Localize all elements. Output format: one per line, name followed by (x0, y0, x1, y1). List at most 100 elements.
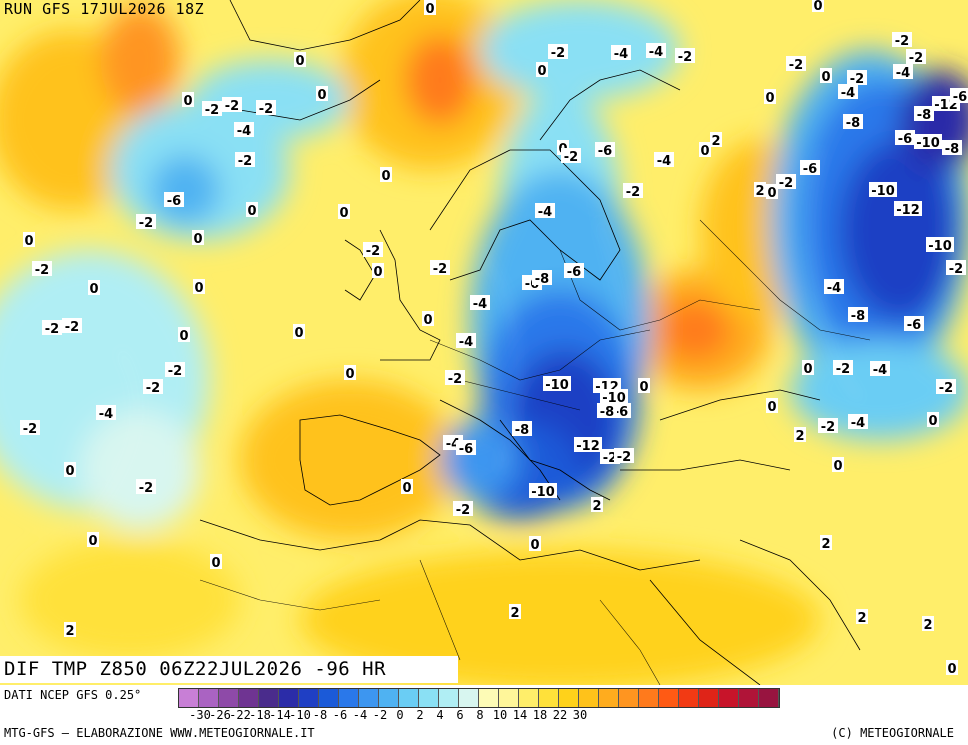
anomaly-value-label: -8 (942, 140, 962, 157)
anomaly-value-label: 0 (193, 279, 205, 296)
anomaly-value-label: -8 (532, 270, 552, 287)
isolines (89, 149, 861, 521)
anomaly-value-label: 0 (536, 62, 548, 79)
anomaly-value-label: -4 (234, 122, 254, 139)
color-scale-swatch (219, 689, 239, 707)
anomaly-value-label: -2 (786, 56, 806, 73)
color-scale-tick-label: 2 (416, 708, 424, 722)
color-scale-swatch (739, 689, 759, 707)
svg-text:0: 0 (88, 534, 97, 549)
svg-text:-4: -4 (851, 416, 865, 431)
svg-text:0: 0 (345, 367, 354, 382)
anomaly-value-label: -10 (914, 134, 942, 151)
svg-text:-4: -4 (827, 281, 841, 296)
svg-text:-6: -6 (459, 442, 473, 457)
svg-text:-2: -2 (259, 102, 273, 117)
svg-text:0: 0 (700, 144, 709, 159)
anomaly-value-label: -6 (950, 88, 968, 105)
svg-text:0: 0 (183, 94, 192, 109)
anomaly-value-label: -2 (222, 97, 242, 114)
svg-text:-2: -2 (551, 46, 565, 61)
anomaly-value-label: -2 (892, 32, 912, 49)
svg-text:-2: -2 (433, 262, 447, 277)
svg-text:-2: -2 (949, 262, 963, 277)
svg-text:0: 0 (530, 538, 539, 553)
color-scale-swatch (239, 689, 259, 707)
anomaly-value-label: -2 (202, 101, 222, 118)
anomaly-value-label: 2 (509, 604, 521, 621)
svg-text:2: 2 (923, 618, 932, 633)
anomaly-value-label: -10 (529, 483, 557, 500)
anomaly-value-label: -2 (453, 501, 473, 518)
color-scale-tick-label: 30 (572, 708, 588, 722)
svg-text:-4: -4 (459, 335, 473, 350)
anomaly-value-label: -4 (654, 152, 674, 169)
svg-text:-2: -2 (789, 58, 803, 73)
color-scale-swatch (439, 689, 459, 707)
color-scale-tick-label: -10 (289, 708, 311, 722)
svg-text:0: 0 (295, 54, 304, 69)
color-scale-swatch (379, 689, 399, 707)
color-scale-swatch (419, 689, 439, 707)
anomaly-value-label: 0 (380, 167, 392, 184)
svg-text:-2: -2 (366, 244, 380, 259)
anomaly-value-label: 0 (766, 398, 778, 415)
anomaly-value-label: 2 (922, 616, 934, 633)
color-scale-tick-label: -14 (269, 708, 291, 722)
color-scale-tick-label: -2 (372, 708, 388, 722)
anomaly-value-label: -2 (906, 49, 926, 66)
color-scale-swatch (359, 689, 379, 707)
svg-text:0: 0 (767, 400, 776, 415)
svg-text:-6: -6 (614, 405, 628, 420)
svg-text:-4: -4 (473, 297, 487, 312)
color-scale-tick-label: 22 (552, 708, 568, 722)
anomaly-value-label: -2 (445, 370, 465, 387)
svg-text:0: 0 (211, 556, 220, 571)
svg-text:2: 2 (857, 611, 866, 626)
svg-text:0: 0 (381, 169, 390, 184)
color-scale-ticks: -30 -26 -22 -18 -14 -10 -8 -6 -4 -2 0 2 4 6 8 10 14 18 22 3… (178, 708, 968, 724)
svg-text:0: 0 (767, 186, 776, 201)
anomaly-value-label: 0 (192, 230, 204, 247)
color-scale-swatch (519, 689, 539, 707)
anomaly-value-label: 0 (88, 280, 100, 297)
anomaly-value-label: -4 (848, 414, 868, 431)
data-source-label: DATI NCEP GFS 0.25° (4, 688, 142, 702)
color-scale-bar (178, 688, 780, 708)
anomaly-value-label: -12 (574, 437, 602, 454)
svg-text:-2: -2 (939, 381, 953, 396)
anomaly-value-label: 0 (529, 536, 541, 553)
svg-text:0: 0 (947, 662, 956, 677)
temperature-anomaly-map: 0 -2 -4 -4 -2 0 0 0 -2 -2 -2 0 -4 -2 -6 0 -2 0 0 -2 0 0 -2 -2 0-… (0, 0, 968, 685)
color-scale-tick-label: 4 (436, 708, 444, 722)
anomaly-value-label: -4 (646, 43, 666, 60)
svg-text:0: 0 (194, 281, 203, 296)
anomaly-value-label: 0 (832, 457, 844, 474)
svg-text:-2: -2 (225, 99, 239, 114)
anomaly-value-label: -2 (42, 320, 62, 337)
anomaly-value-label: 0 (422, 311, 434, 328)
svg-text:2: 2 (592, 499, 601, 514)
color-scale-tick-label: -22 (229, 708, 251, 722)
anomaly-value-label: -4 (470, 295, 490, 312)
color-scale-swatch (659, 689, 679, 707)
svg-text:0: 0 (425, 2, 434, 17)
svg-text:-2: -2 (779, 176, 793, 191)
anomaly-value-label: 0 (802, 360, 814, 377)
svg-text:0: 0 (247, 204, 256, 219)
anomaly-value-label: 0 (372, 263, 384, 280)
color-scale-swatch (499, 689, 519, 707)
svg-text:-2: -2 (35, 263, 49, 278)
svg-text:0: 0 (179, 329, 188, 344)
svg-text:-10: -10 (871, 184, 895, 199)
color-scale-swatch (579, 689, 599, 707)
anomaly-value-label: 2 (710, 132, 722, 149)
svg-text:-2: -2 (23, 422, 37, 437)
svg-text:-2: -2 (205, 103, 219, 118)
footer: DATI NCEP GFS 0.25° -30 -26 -22 -18 -14 -10 -8… (0, 685, 968, 745)
field-title: DIF TMP Z850 06Z22JUL2026 -96 HR (0, 656, 458, 683)
anomaly-value-label: -2 (136, 479, 156, 496)
anomaly-value-label: -6 (895, 130, 915, 147)
svg-text:0: 0 (423, 313, 432, 328)
anomaly-value-label: -2 (847, 70, 867, 87)
